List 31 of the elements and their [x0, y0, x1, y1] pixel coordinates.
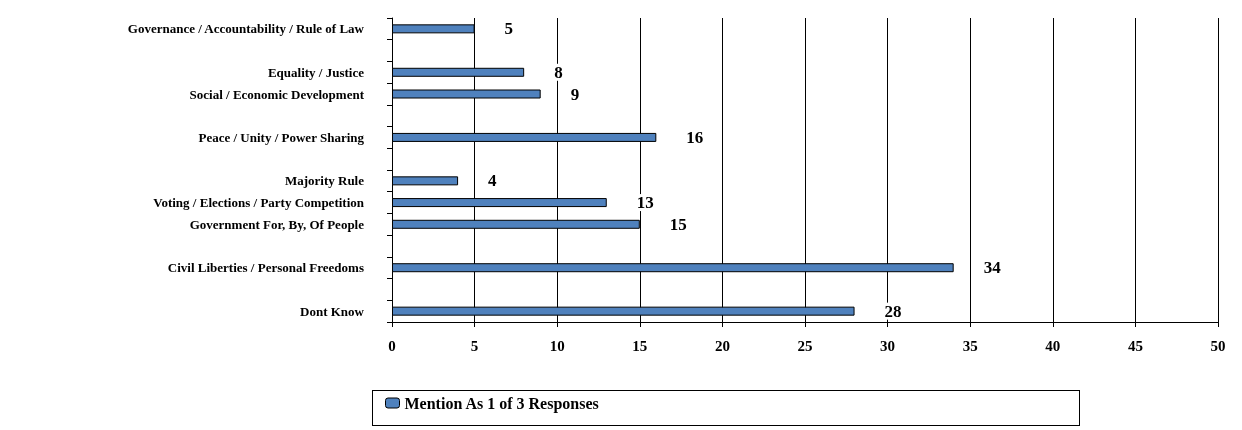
y-tick-label: Governance / Accountability / Rule of Law	[127, 21, 365, 37]
data-label: 13	[636, 193, 654, 213]
y-tick-label: Voting / Elections / Party Competition	[153, 195, 365, 211]
data-label: 16	[686, 127, 704, 147]
y-tick-label: Majority Rule	[284, 173, 365, 189]
y-tick-label: Government For, By, Of People	[189, 216, 365, 232]
x-tick-label: 40	[1045, 337, 1061, 354]
y-tick-label: Social / Economic Development	[189, 86, 365, 102]
data-label: 8	[554, 62, 563, 82]
x-tick-label: 10	[549, 337, 565, 354]
data-label: 4	[488, 171, 498, 191]
y-tick-label: Peace / Unity / Power Sharing	[198, 129, 365, 145]
x-tick-label: 15	[632, 337, 648, 354]
x-tick-label: 45	[1127, 337, 1143, 354]
x-tick-label: 35	[962, 337, 978, 354]
bar	[392, 176, 459, 186]
x-tick-label: 50	[1210, 337, 1226, 354]
data-label: 5	[504, 19, 514, 39]
y-tick-label: Equality / Justice	[267, 64, 365, 80]
y-tick-label: Dont Know	[300, 303, 365, 319]
legend-label: Mention As 1 of 3 Responses	[404, 394, 599, 413]
x-tick-label: 20	[714, 337, 730, 354]
x-tick-label: 0	[388, 337, 396, 354]
x-tick-label: 30	[880, 337, 896, 354]
x-tick-label: 5	[470, 337, 479, 354]
data-label: 28	[884, 301, 902, 321]
data-label: 9	[570, 84, 580, 104]
y-tick-label: Civil Liberties / Personal Freedoms	[167, 260, 364, 276]
x-tick-label: 25	[797, 337, 813, 354]
data-label: 15	[669, 214, 687, 234]
data-label: 34	[983, 258, 1002, 278]
